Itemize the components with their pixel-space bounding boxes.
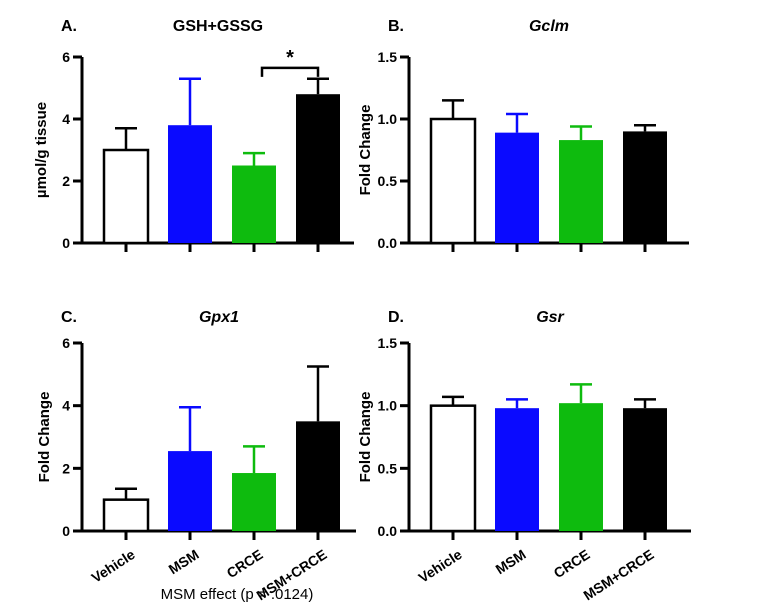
- bar-crce: [559, 140, 603, 243]
- y-tick-label: 0.0: [378, 235, 398, 251]
- bar-vehicle: [429, 117, 477, 245]
- y-tick-label: 1.0: [378, 398, 398, 414]
- y-axis-label: Fold Change: [357, 392, 374, 483]
- y-tick-label: 2: [62, 460, 70, 476]
- y-tick-label: 0.5: [378, 460, 398, 476]
- bar-msm: [495, 408, 539, 531]
- y-tick-label: 0.0: [378, 523, 398, 539]
- bar-msm-crce: [296, 94, 340, 243]
- panel-d: D. Gsr Fold Change 0.0 0.5 1.0 1.5 Vehicle MSM CR…: [357, 309, 691, 603]
- bar-crce: [559, 403, 603, 531]
- bar-crce: [232, 165, 276, 243]
- bar-vehicle: [102, 148, 150, 245]
- y-tick-label: 0: [62, 235, 70, 251]
- x-category-label: Vehicle: [88, 546, 137, 586]
- bar-vehicle: [429, 404, 477, 533]
- y-tick-label: 6: [62, 49, 70, 65]
- panel-letter: D.: [388, 309, 404, 326]
- x-category-label: CRCE: [551, 546, 593, 581]
- y-axis-label: µmol/g tissue: [33, 102, 50, 198]
- y-tick-label: 0.5: [378, 173, 398, 189]
- bar-msm-crce: [623, 408, 667, 531]
- bar-msm-crce: [623, 131, 667, 243]
- y-axis-label: Fold Change: [357, 105, 374, 196]
- x-category-label: Vehicle: [415, 546, 464, 586]
- panel-title: GSH+GSSG: [173, 18, 263, 35]
- bar-crce: [232, 473, 276, 531]
- panel-letter: B.: [388, 18, 404, 35]
- y-tick-label: 0: [62, 523, 70, 539]
- panel-letter: A.: [61, 18, 77, 35]
- bar-msm: [495, 132, 539, 243]
- y-tick-label: 2: [62, 173, 70, 189]
- bar-msm-crce: [296, 421, 340, 531]
- stats-caption: MSM effect (p = .0124): [160, 586, 314, 603]
- x-category-label: CRCE: [224, 546, 266, 581]
- panel-a: A. GSH+GSSG µmol/g tissue 0 2 4 6 *: [33, 18, 354, 252]
- x-category-label: MSM+CRCE: [580, 546, 656, 603]
- y-tick-label: 4: [62, 111, 70, 127]
- bar-msm: [168, 451, 212, 531]
- y-tick-label: 6: [62, 335, 70, 351]
- bar-msm: [168, 125, 212, 243]
- panel-b: B. Gclm Fold Change 0.0 0.5 1.0 1.5: [357, 18, 689, 252]
- panel-title: Gsr: [536, 309, 564, 326]
- bar-vehicle: [102, 498, 150, 533]
- panel-title: Gpx1: [199, 309, 239, 326]
- y-tick-label: 4: [62, 398, 70, 414]
- x-category-label: MSM: [166, 546, 202, 577]
- y-tick-label: 1.5: [378, 49, 398, 65]
- y-axis-label: Fold Change: [36, 392, 53, 483]
- significance-star: *: [286, 47, 294, 69]
- y-tick-label: 1.5: [378, 335, 398, 351]
- significance-bracket: [260, 66, 320, 77]
- panel-letter: C.: [61, 309, 77, 326]
- panel-title: Gclm: [529, 18, 569, 35]
- x-category-label: MSM: [493, 546, 529, 577]
- y-tick-label: 1.0: [378, 111, 398, 127]
